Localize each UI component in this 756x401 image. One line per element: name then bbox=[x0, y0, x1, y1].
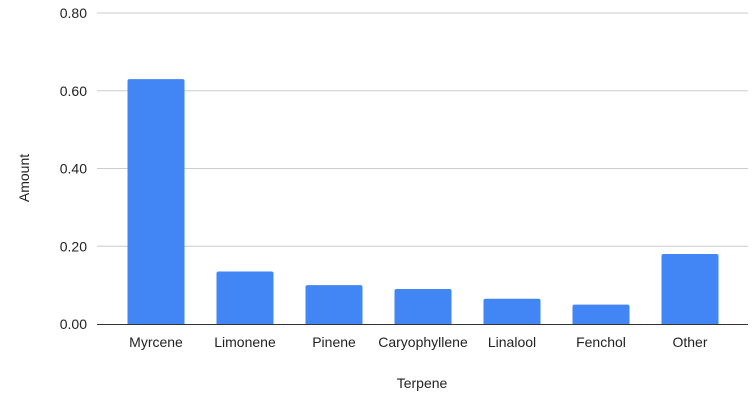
x-axis-title: Terpene bbox=[397, 375, 448, 391]
bar-limonene bbox=[216, 271, 274, 324]
x-axis-ticks: Myrcene Limonene Pinene Caryophyllene Linalo… bbox=[129, 334, 708, 350]
bar-pinene bbox=[305, 285, 363, 324]
y-tick-label: 0.60 bbox=[60, 83, 87, 99]
bar-myrcene bbox=[127, 79, 185, 325]
y-axis-title: Amount bbox=[16, 154, 32, 202]
x-tick-label: Other bbox=[672, 334, 707, 350]
y-tick-label: 0.00 bbox=[60, 316, 87, 332]
x-tick-label: Fenchol bbox=[576, 334, 626, 350]
y-tick-label: 0.80 bbox=[60, 5, 87, 21]
bar-caryophyllene bbox=[394, 289, 452, 324]
y-axis-ticks: 0.00 0.20 0.40 0.60 0.80 bbox=[60, 5, 87, 332]
y-tick-label: 0.40 bbox=[60, 161, 87, 177]
bar-other bbox=[661, 254, 719, 324]
x-tick-label: Linalool bbox=[488, 334, 536, 350]
bar-linalool bbox=[483, 298, 541, 324]
bars bbox=[127, 79, 719, 325]
x-tick-label: Pinene bbox=[312, 334, 356, 350]
x-tick-label: Limonene bbox=[214, 334, 276, 350]
y-tick-label: 0.20 bbox=[60, 238, 87, 254]
gridlines bbox=[97, 12, 748, 247]
bar-fenchol bbox=[572, 304, 630, 324]
x-tick-label: Myrcene bbox=[129, 334, 183, 350]
x-tick-label: Caryophyllene bbox=[378, 334, 468, 350]
